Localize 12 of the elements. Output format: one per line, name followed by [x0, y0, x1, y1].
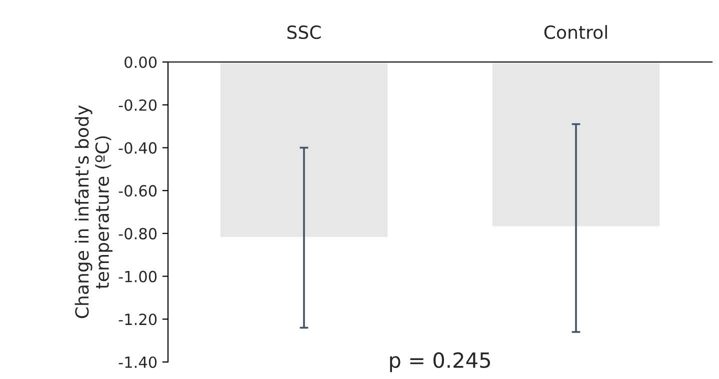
x-tick-label: SSC [287, 25, 321, 40]
y-tick-label: 0.00 [124, 56, 157, 68]
y-tick-label: -0.80 [118, 228, 157, 240]
y-tick-label: -0.40 [118, 142, 157, 154]
annotation: p = 0.245 [390, 352, 490, 372]
y-tick-label: -1.20 [118, 314, 157, 326]
y-axis-title: Change in infant's body temperature (ºC) [74, 105, 112, 318]
y-tick-label: -1.00 [118, 270, 157, 282]
y-tick-label: -1.40 [118, 356, 157, 368]
y-tick-label: -0.60 [118, 185, 157, 197]
y-tick-label: -0.20 [118, 99, 157, 111]
x-tick-label: Control [544, 25, 607, 40]
